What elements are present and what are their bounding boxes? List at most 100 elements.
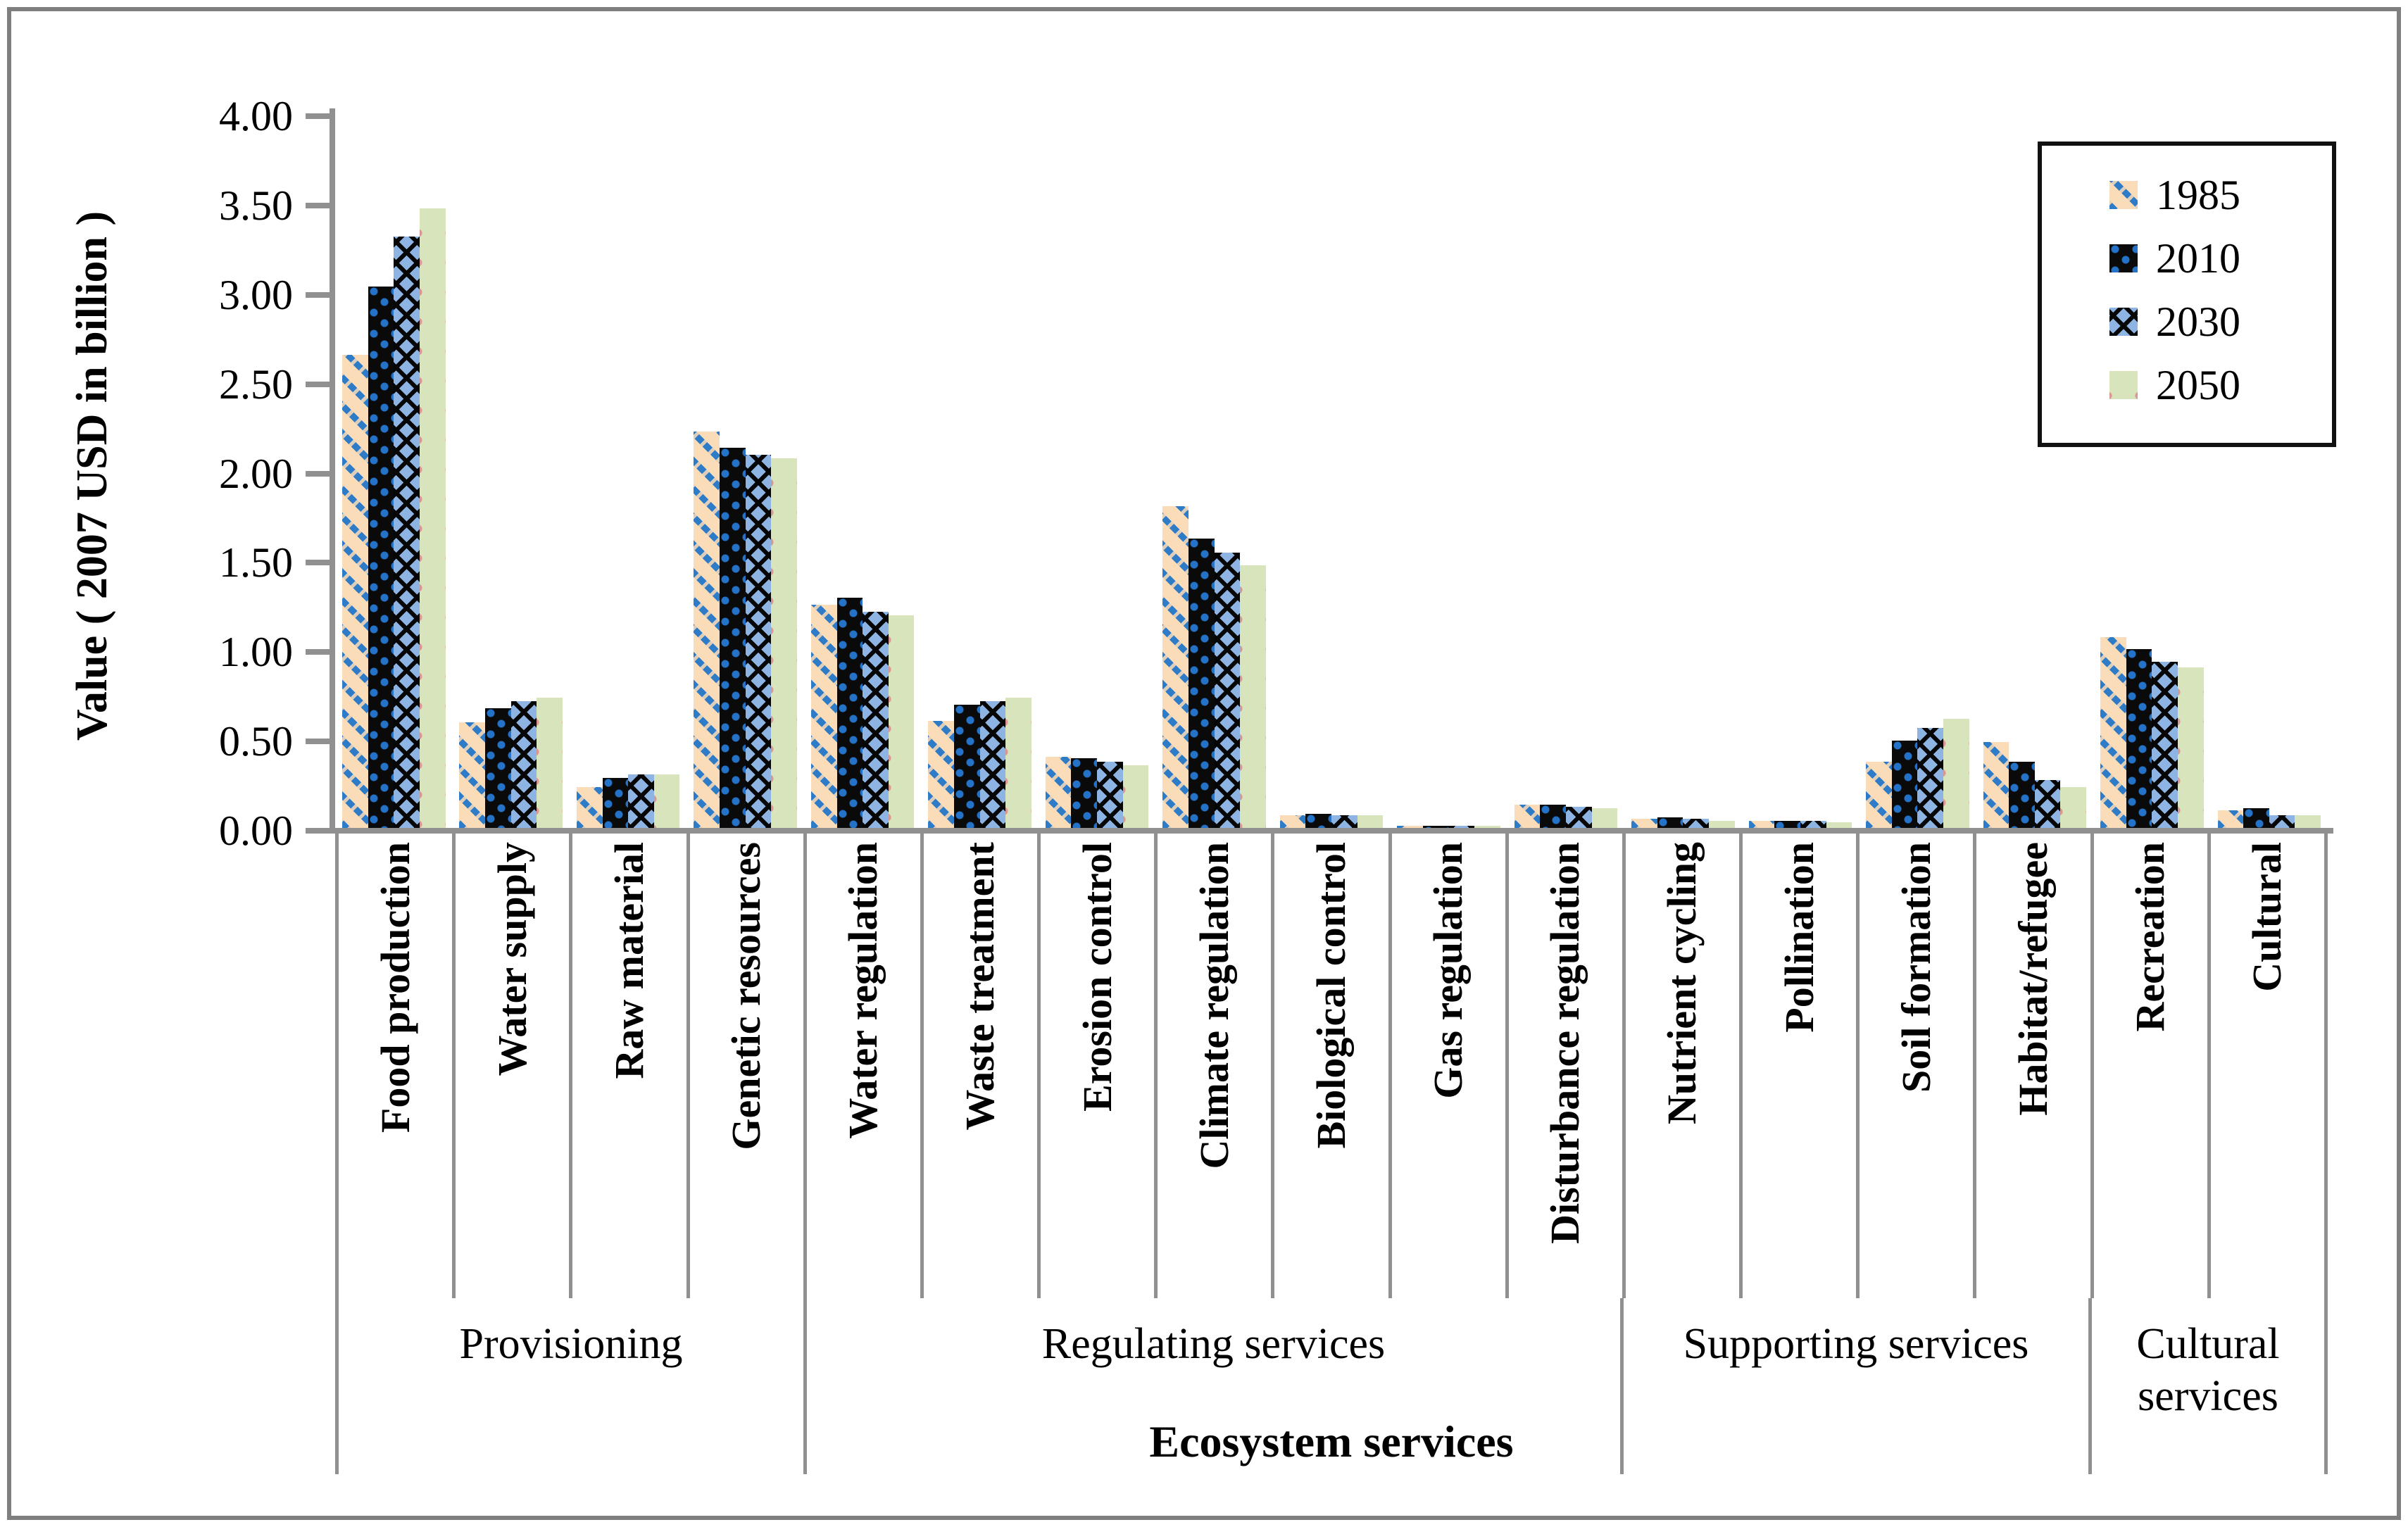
- legend-label: 2050: [2156, 362, 2240, 408]
- bar-group: [452, 113, 569, 828]
- bar-2030: [2152, 662, 2178, 828]
- group-cell: Cultural services: [2092, 1298, 2328, 1474]
- bar-2010: [720, 447, 746, 828]
- category-cell: Disturbance regulation: [1509, 834, 1626, 1298]
- bar-2010: [2009, 762, 2035, 828]
- bar-2010: [1774, 820, 1800, 828]
- group-label: Cultural services: [2136, 1320, 2280, 1420]
- group-label-band: Provisioning Regulating services Supportin…: [335, 1298, 2328, 1474]
- bar-group: [2211, 113, 2328, 828]
- bar-2050: [1709, 820, 1735, 828]
- category-label: Biological control: [1308, 842, 1354, 1149]
- bar-2030: [863, 611, 889, 828]
- bar-1985: [1045, 756, 1072, 828]
- category-label: Food production: [372, 842, 418, 1133]
- y-tick: [306, 291, 332, 298]
- bar-1985: [1748, 820, 1775, 828]
- y-tick-label: 2.50: [219, 360, 293, 408]
- bar-2010: [1540, 805, 1566, 828]
- category-label-band: Food production Water supply Raw material G…: [335, 834, 2328, 1298]
- bar-2050: [1826, 822, 1852, 828]
- bar-2010: [485, 708, 511, 828]
- bar-1985: [1162, 506, 1189, 828]
- bar-group: [1624, 113, 1741, 828]
- bar-1985: [1631, 819, 1657, 828]
- bar-2010: [2243, 808, 2269, 828]
- bar-2030: [628, 774, 654, 828]
- y-tick: [306, 649, 332, 655]
- category-cell: Nutrient cycling: [1626, 834, 1743, 1298]
- bar-group: [804, 113, 921, 828]
- category-cell: Food production: [335, 834, 456, 1298]
- category-label: Habitat/refugee: [2009, 842, 2056, 1116]
- bar-2030: [1917, 727, 1943, 828]
- y-axis-title: Value ( 2007 USD in billion ): [68, 210, 116, 741]
- category-cell: Recreation: [2094, 834, 2211, 1298]
- legend-item: 2050: [2109, 364, 2332, 406]
- bar-group: [1155, 113, 1272, 828]
- bar-2050: [419, 208, 446, 828]
- group-cell: Regulating services: [807, 1298, 1624, 1474]
- y-tick-label: 3.50: [219, 182, 293, 229]
- chart-frame: Value ( 2007 USD in billion ) 0.00 0.50 1.…: [7, 7, 2401, 1520]
- bar-2030: [1683, 819, 1710, 828]
- bar-2030: [979, 700, 1006, 828]
- bar-group: [1976, 113, 2093, 828]
- bar-2010: [2126, 649, 2152, 828]
- bar-2010: [836, 597, 863, 828]
- y-tick-label: 0.50: [219, 718, 293, 765]
- bar-2050: [653, 774, 680, 828]
- bar-group: [1859, 113, 1976, 828]
- bar-2050: [2060, 786, 2087, 828]
- category-cell: Genetic resources: [690, 834, 807, 1298]
- category-cell: Water supply: [456, 834, 573, 1298]
- bar-2050: [537, 697, 563, 828]
- legend-item: 1985: [2109, 174, 2332, 216]
- bar-1985: [2217, 810, 2244, 828]
- category-label: Water regulation: [840, 842, 886, 1139]
- group-cell: Supporting services: [1624, 1298, 2092, 1474]
- bar-group: [1507, 113, 1624, 828]
- bar-1985: [2100, 636, 2126, 828]
- legend-swatch-1985: [2109, 181, 2138, 209]
- y-tick-label: 4.00: [219, 93, 293, 139]
- bar-2010: [602, 777, 629, 828]
- legend-item: 2030: [2109, 301, 2332, 343]
- bar-2050: [1591, 808, 1618, 828]
- bar-2010: [1422, 826, 1449, 828]
- category-cell: Climate regulation: [1158, 834, 1275, 1298]
- bar-2030: [1214, 553, 1241, 828]
- y-tick-label: 0.00: [219, 808, 293, 854]
- bar-group: [686, 113, 803, 828]
- y-tick-label: 2.00: [219, 450, 293, 497]
- group-label: Supporting services: [1683, 1320, 2029, 1368]
- bar-1985: [1983, 742, 2009, 828]
- legend-item: 2010: [2109, 237, 2332, 279]
- category-cell: Raw material: [572, 834, 690, 1298]
- bar-2050: [2177, 667, 2204, 828]
- category-cell: Waste treatment: [924, 834, 1041, 1298]
- legend-label: 2010: [2156, 235, 2240, 282]
- bar-group: [1039, 113, 1155, 828]
- bar-2030: [1800, 820, 1826, 828]
- bar-2050: [2295, 815, 2321, 828]
- category-cell: Habitat/refugee: [1976, 834, 2094, 1298]
- y-axis-line: [330, 108, 335, 834]
- bar-group: [1390, 113, 1507, 828]
- bar-2030: [2269, 815, 2295, 828]
- bar-1985: [694, 431, 720, 828]
- bar-2050: [1240, 565, 1266, 828]
- bar-2050: [888, 615, 915, 828]
- group-cell: Provisioning: [335, 1298, 807, 1474]
- bar-2030: [1448, 826, 1475, 828]
- plot-area: [335, 113, 2328, 828]
- category-cell: Cultural: [2211, 834, 2328, 1298]
- category-label: Climate regulation: [1191, 842, 1237, 1169]
- bar-2050: [1357, 815, 1384, 828]
- bar-1985: [1397, 826, 1423, 828]
- y-tick: [306, 113, 332, 119]
- bar-2050: [771, 458, 797, 828]
- category-label: Gas regulation: [1425, 842, 1472, 1099]
- bar-1985: [1514, 805, 1541, 828]
- y-tick: [306, 470, 332, 477]
